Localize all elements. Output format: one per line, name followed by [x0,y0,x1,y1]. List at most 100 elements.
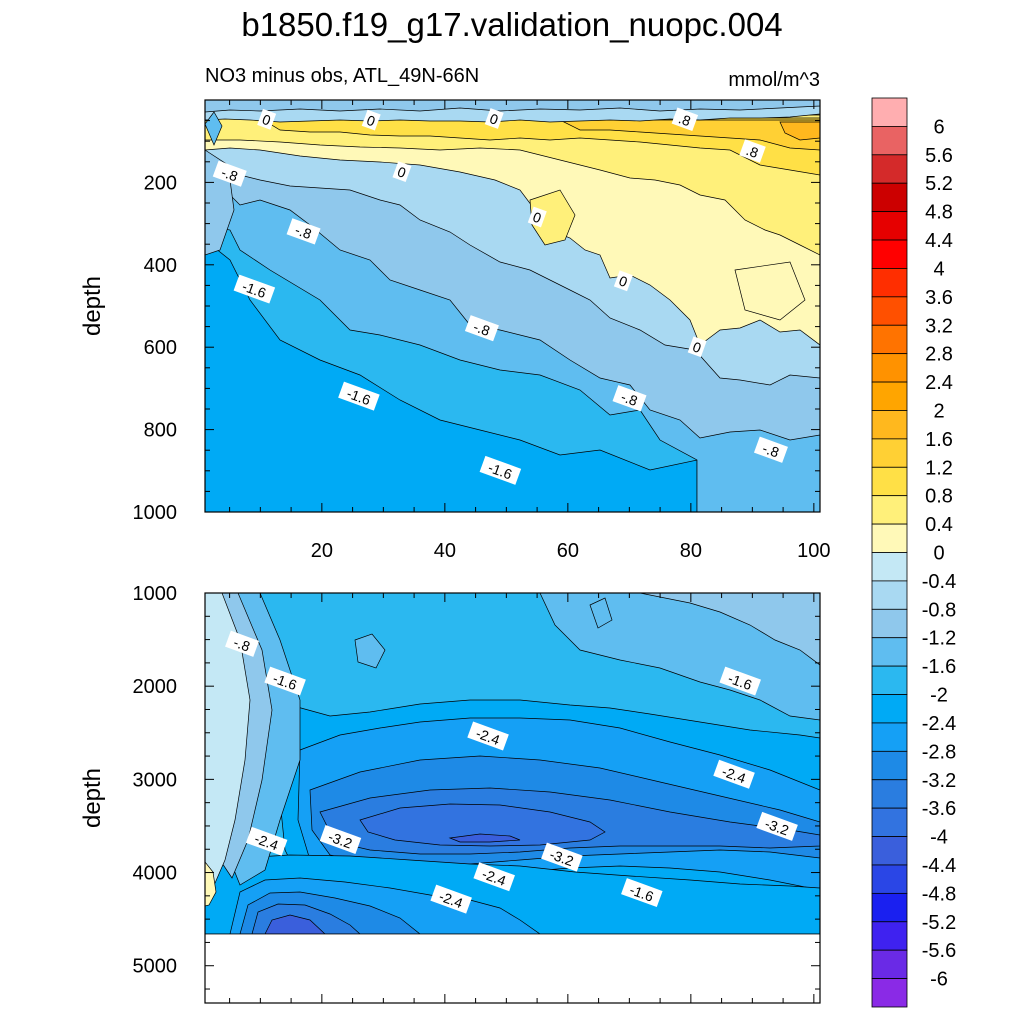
contour-label-bg [212,160,247,187]
contour-label-text: .8 [744,142,761,161]
contour-label-text: -.8 [219,164,240,185]
colorbar-swatch [871,694,908,724]
contour-label: 0 [484,108,504,129]
contour-label: 0 [361,109,381,131]
colorbar-swatch [871,126,908,156]
colorbar-label: 4.4 [925,230,953,252]
contour-label-text: -1.6 [240,278,268,301]
upper-y-axis: 200 400 600 800 1000 [133,99,820,524]
contour-label: -.8 [612,385,647,412]
y-tick-label: 200 [144,172,177,194]
colorbar-label: -0.8 [922,599,956,621]
x-tick-label: 20 [311,540,333,562]
y-tick-label: 1000 [133,583,178,605]
contour-label: 0 [257,108,277,130]
contour-label-bg [464,315,499,342]
contour-label-text: -.8 [293,222,314,243]
colorbar-label: -4 [930,827,948,849]
contour-label-bg [613,270,633,292]
colorbar-label: 5.6 [925,145,953,167]
contour-label-bg [541,842,583,872]
colorbar-swatch [871,836,908,866]
y-tick-label: 400 [144,255,177,277]
x-tick-label: 40 [434,540,456,562]
contour-label-text: -1.6 [726,670,754,693]
contour-label-bg [467,721,509,751]
contour-label: -.8 [225,630,260,657]
contour-label-bg [621,878,663,908]
upper-y-axis-label: depth [79,276,106,336]
contour-label-text: -.8 [231,634,252,655]
upper-field [205,100,820,512]
contour-label-bg [225,630,260,657]
contour-label: -.8 [464,315,499,342]
colorbar-label: 2.8 [925,344,953,366]
colorbar-label: 4 [933,258,944,280]
contour-label-text: -2.4 [437,888,465,911]
contour-label: -1.6 [479,455,522,485]
colorbar-swatch [871,239,908,269]
colorbar-label: 1.2 [925,457,953,479]
contour-label-bg [473,862,515,892]
contour-label: 0 [392,161,412,183]
contour-label-bg [739,139,766,163]
contour-label-bg [527,206,547,228]
colorbar-label: -1.2 [922,628,956,650]
contour-label-text: -.8 [471,318,492,339]
colorbar-swatch [871,750,908,781]
contour-label-bg [233,274,276,304]
upper-subtitle-right: mmol/m^3 [728,69,820,91]
contour-label-bg [361,109,381,131]
colorbar-swatch [871,438,908,468]
contour-label-bg [671,107,699,132]
colorbar-label: 4.8 [925,202,953,224]
colorbar-swatch [871,154,908,184]
contour-label-text: -3.2 [548,846,576,869]
upper-x-axis: 20 40 60 80 100 [229,100,831,562]
contour-label: 0 [613,270,633,292]
contour-label-text: -1.6 [345,385,373,408]
y-tick-label: 800 [144,420,177,442]
contour-label: 0 [687,336,707,358]
contour-label-bg [484,108,504,129]
contour-label: 0 [527,206,547,228]
colorbar-label: 2 [933,400,944,422]
contour-label-bg [479,455,522,485]
contour-label-text: -2.4 [474,725,502,748]
colorbar-swatch [871,722,908,752]
colorbar-label: -4.8 [922,883,956,905]
lower-field [205,593,820,934]
contour-label: -2.4 [713,759,755,789]
colorbar-label: -5.2 [922,912,956,934]
contour-label-bg [245,826,288,856]
contour-label-bg [257,108,277,130]
contour-label: -2.4 [473,862,515,892]
contour-label-text: -1.6 [628,881,656,904]
contour-label-text: -.8 [619,388,640,409]
colorbar-label: -2.8 [922,741,956,763]
colorbar-swatch [871,182,908,213]
colorbar-swatch [871,324,908,355]
colorbar-label: 3.6 [925,287,953,309]
contour-label-text: -2.4 [252,830,280,853]
colorbar-swatch [871,608,908,639]
contour-label-bg [612,385,647,412]
upper-contour-labels: 0 0 0 .8 .8 0 -.8 -.8 0 -1.6 0 -.8 0 -1.6 -.8 -1.6 -.8 [212,107,788,485]
contour-label: -2.4 [430,884,472,914]
contour-label-text: .8 [676,110,693,129]
y-tick-label: 4000 [133,863,178,885]
colorbar-label: -3.2 [922,770,956,792]
colorbar-label: 0.8 [925,486,953,508]
contour-label: -.8 [212,160,247,187]
colorbar-swatch [871,892,908,923]
x-tick-label: 60 [557,540,579,562]
colorbar-swatch [871,978,908,1008]
y-tick-label: 5000 [133,956,178,978]
contour-label: -1.6 [338,381,380,411]
contour-label: -1.6 [719,666,761,696]
upper-panel: NO3 minus obs, ATL_49N-66N mmol/m^3 2004… [79,65,831,562]
colorbar-swatch [871,580,908,610]
contour-label-bg [687,336,707,358]
colorbar-label: -0.4 [922,571,956,593]
